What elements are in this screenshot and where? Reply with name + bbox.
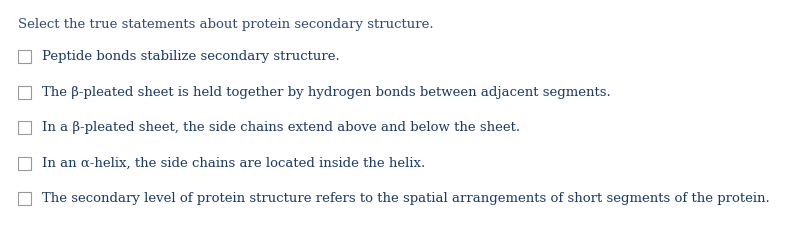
Text: The secondary level of protein structure refers to the spatial arrangements of s: The secondary level of protein structure… [42,193,769,205]
Bar [18,86,31,99]
Text: Peptide bonds stabilize secondary structure.: Peptide bonds stabilize secondary struct… [42,50,339,64]
Bar [18,50,31,64]
Text: Select the true statements about protein secondary structure.: Select the true statements about protein… [18,18,433,31]
Bar [18,121,31,135]
Text: In a β-pleated sheet, the side chains extend above and below the sheet.: In a β-pleated sheet, the side chains ex… [42,121,520,135]
Bar [18,157,31,170]
Text: In an α-helix, the side chains are located inside the helix.: In an α-helix, the side chains are locat… [42,157,425,170]
Bar [18,193,31,205]
Text: The β-pleated sheet is held together by hydrogen bonds between adjacent segments: The β-pleated sheet is held together by … [42,86,611,99]
